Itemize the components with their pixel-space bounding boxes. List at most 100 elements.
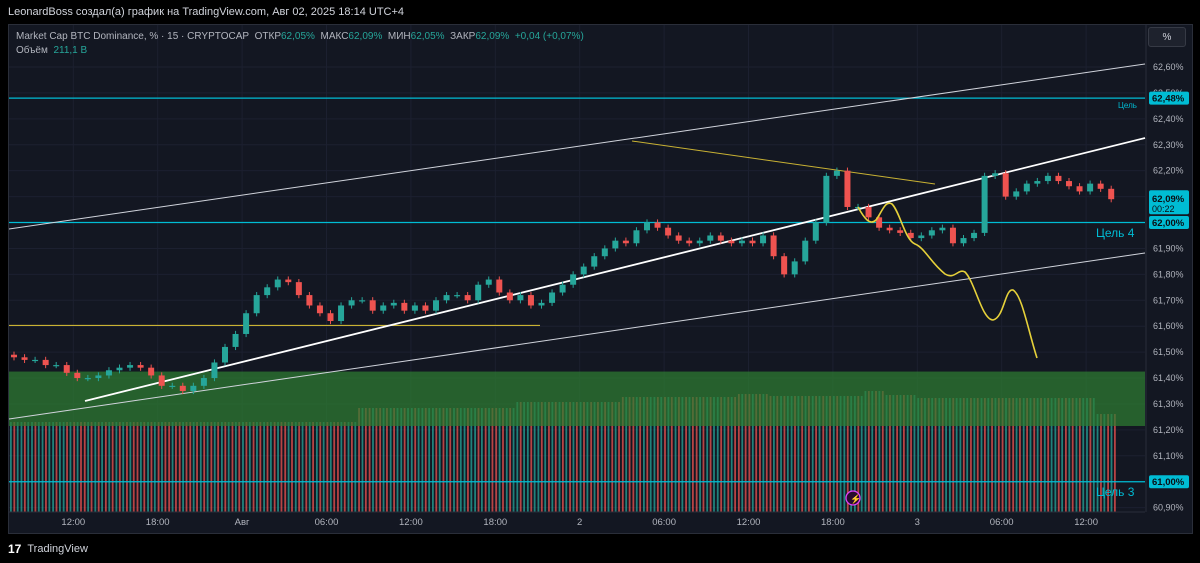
volume-bar: [583, 402, 585, 512]
volume-bar: [87, 422, 90, 512]
volume-bar: [1029, 398, 1032, 512]
volume-bar: [815, 396, 817, 512]
volume-bar: [231, 422, 234, 512]
volume-bar: [298, 422, 301, 512]
volume-bar: [34, 422, 37, 512]
volume-bar: [776, 396, 779, 512]
volume-bar: [73, 422, 76, 512]
volume-bar: [512, 408, 515, 512]
volume-bar: [382, 408, 385, 512]
volume-bar: [966, 398, 969, 512]
volume-bar: [843, 396, 846, 512]
volume-bar: [143, 422, 146, 512]
candle-body: [380, 305, 387, 311]
tradingview-footer[interactable]: 17 TradingView: [8, 540, 88, 558]
volume-bar: [432, 408, 434, 512]
candle-body: [348, 300, 355, 306]
volume-bar: [386, 408, 388, 512]
volume-bar: [706, 397, 709, 512]
volume-bar: [505, 408, 508, 512]
candle-body: [897, 230, 904, 233]
volume-bar: [713, 397, 715, 512]
volume-bar: [716, 397, 719, 512]
volume-bar: [709, 397, 712, 512]
volume-bar: [526, 402, 529, 512]
time-tick-label: 12:00: [1074, 517, 1098, 528]
volume-bar: [1086, 398, 1088, 512]
channel-lower-line[interactable]: [8, 252, 1146, 420]
volume-bar: [917, 398, 920, 512]
volume-bar: [565, 402, 568, 512]
price-axis[interactable]: [1147, 25, 1192, 512]
volume-bar: [976, 398, 979, 512]
candle-body: [1066, 181, 1072, 187]
trend-line[interactable]: [84, 137, 1146, 402]
volume-bar: [1103, 414, 1106, 512]
candle-body: [939, 227, 946, 231]
volume-bar: [948, 398, 951, 512]
volume-bar: [621, 397, 624, 512]
candle-body: [622, 240, 629, 244]
volume-bar: [871, 391, 874, 512]
volume-bar: [1057, 398, 1060, 512]
volume-bar: [445, 408, 448, 512]
volume-bar: [540, 402, 543, 512]
tradingview-brand: TradingView: [27, 543, 88, 555]
volume-bar: [234, 422, 237, 512]
volume-bar: [924, 398, 926, 512]
volume-bar: [308, 422, 311, 512]
volume-bar: [459, 408, 462, 512]
volume-bar: [579, 402, 582, 512]
volume-bar: [83, 422, 86, 512]
volume-bar: [941, 398, 944, 512]
channel-upper-line[interactable]: [8, 63, 1146, 230]
volume-bar: [227, 422, 230, 512]
volume-bar: [927, 398, 930, 512]
volume-bar: [126, 422, 128, 512]
volume-bar: [653, 397, 656, 512]
high-label: МАКС: [320, 31, 349, 42]
candle-body: [359, 300, 366, 302]
volume-bar: [625, 397, 628, 512]
volume-bar: [453, 408, 455, 512]
volume-bar: [270, 422, 272, 512]
volume-bar: [646, 397, 649, 512]
volume-bar: [379, 408, 382, 512]
projection-path[interactable]: [857, 202, 1038, 359]
volume-bar: [1071, 398, 1074, 512]
alert-icon[interactable]: [845, 490, 861, 506]
open-value: 62,05%: [281, 31, 315, 42]
candle-body: [485, 279, 492, 285]
candle-body: [253, 295, 260, 314]
demand-zone[interactable]: [9, 371, 1145, 426]
candle-body: [327, 313, 334, 322]
symbol-title: Market Cap BTC Dominance, % · 15 · CRYPT…: [16, 31, 250, 42]
volume-bar: [699, 397, 701, 512]
volume-bar: [959, 398, 962, 512]
time-tick-label: 3: [915, 517, 920, 528]
volume-bar: [723, 397, 726, 512]
volume-bar: [424, 408, 427, 512]
volume-bar: [256, 422, 258, 512]
volume-bar: [1022, 398, 1025, 512]
resistance-line[interactable]: [631, 140, 936, 185]
candle-body: [390, 302, 397, 306]
volume-bar: [1050, 398, 1053, 512]
volume-bar: [854, 396, 856, 512]
price-tick-label: 62,40%: [1153, 114, 1184, 124]
candle-body: [749, 240, 756, 244]
volume-bar: [27, 422, 30, 512]
volume-bar: [1033, 398, 1036, 512]
target-3-label: Цель 3: [1096, 485, 1135, 499]
candle-body: [696, 240, 703, 244]
volume-bar: [37, 422, 40, 512]
percent-scale-button[interactable]: %: [1148, 27, 1186, 47]
candle-body: [707, 235, 714, 241]
volume-bar: [1110, 414, 1113, 512]
candle-body: [760, 235, 767, 244]
volume-bar: [108, 422, 111, 512]
candle-body: [285, 279, 292, 283]
volume-bar: [832, 396, 835, 512]
volume-bar: [751, 394, 754, 512]
